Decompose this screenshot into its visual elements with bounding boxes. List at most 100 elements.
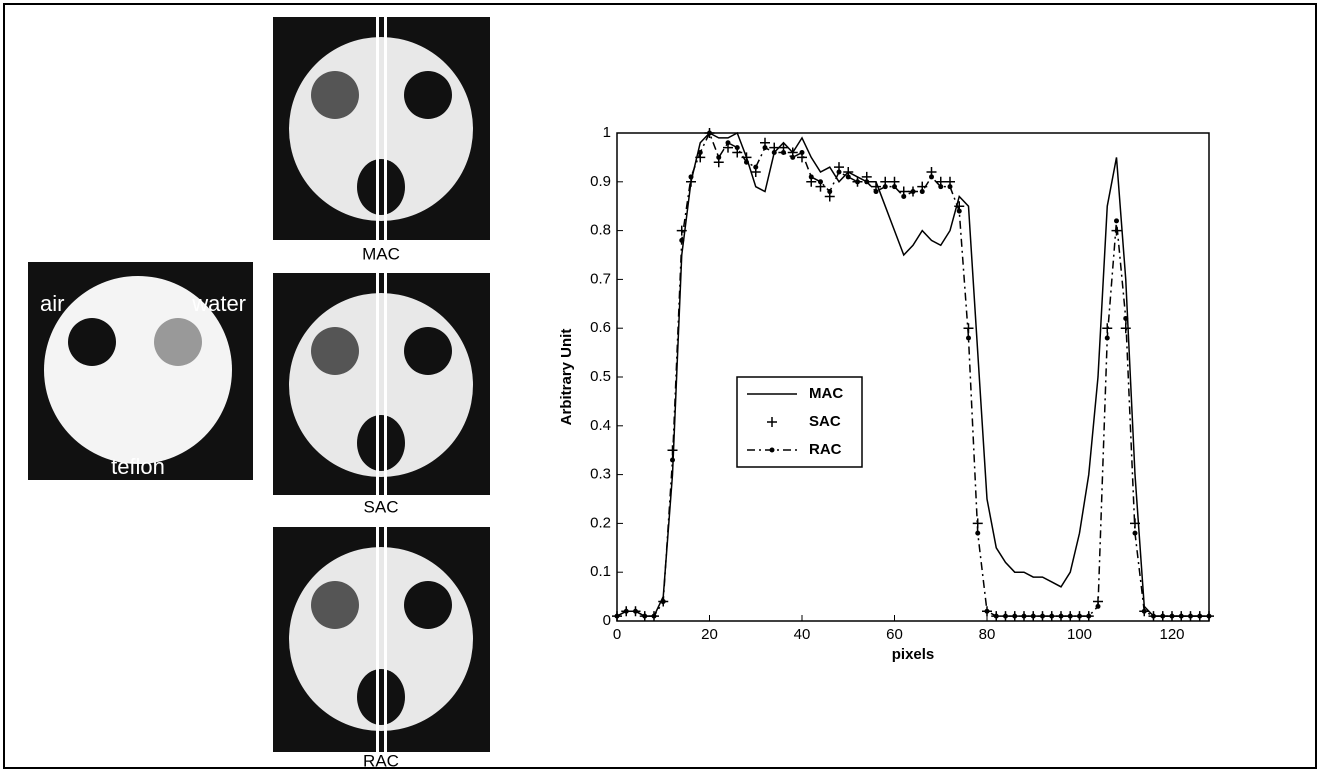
marker-dot xyxy=(845,174,851,180)
marker-dot xyxy=(1188,613,1193,619)
y-tick-label: 0.3 xyxy=(590,466,611,483)
legend-label: SAC xyxy=(809,413,841,430)
marker-dot xyxy=(818,179,823,185)
marker-dot xyxy=(1021,613,1027,619)
y-tick-label: 0.4 xyxy=(590,417,611,434)
marker-dot xyxy=(966,335,971,341)
marker-dot xyxy=(716,154,722,160)
marker-dot xyxy=(956,208,962,214)
marker-dot xyxy=(670,457,675,463)
marker-dot xyxy=(892,184,897,190)
marker-dot xyxy=(873,189,879,195)
marker-plus xyxy=(1102,323,1113,334)
recon-image xyxy=(273,17,490,240)
series-line xyxy=(616,131,1209,617)
marker-dot xyxy=(984,608,990,614)
marker-dot xyxy=(651,613,657,619)
marker-dot xyxy=(790,154,796,160)
legend-label: RAC xyxy=(809,441,842,458)
phantom-label: air xyxy=(40,291,64,316)
marker-dot xyxy=(614,613,620,619)
marker-dot xyxy=(864,179,870,185)
x-tick-label: 120 xyxy=(1159,626,1184,643)
marker-dot xyxy=(744,159,749,165)
marker-dot xyxy=(1058,613,1064,619)
legend-box xyxy=(736,376,863,468)
marker-dot xyxy=(938,184,944,190)
marker-dot xyxy=(633,608,638,614)
marker-dot xyxy=(707,130,712,136)
y-tick-label: 0.2 xyxy=(590,514,611,531)
marker-dot xyxy=(697,150,703,156)
marker-dot xyxy=(1141,608,1147,614)
marker-dot xyxy=(929,174,934,180)
x-tick-label: 40 xyxy=(794,626,811,643)
marker-dot xyxy=(827,189,833,195)
marker-dot xyxy=(993,613,999,619)
marker-dot xyxy=(1040,613,1045,619)
marker-dot xyxy=(660,598,666,604)
x-tick-label: 100 xyxy=(1067,626,1092,643)
x-tick-label: 80 xyxy=(979,626,996,643)
image-caption: MAC xyxy=(362,244,400,263)
phantom-image: air water teflon xyxy=(28,262,253,480)
marker-dot xyxy=(1160,613,1166,619)
marker-dot xyxy=(975,530,981,536)
marker-dot xyxy=(855,179,860,185)
marker-dot xyxy=(769,447,775,453)
marker-plus xyxy=(676,225,687,236)
x-tick-label: 20 xyxy=(701,626,718,643)
marker-dot xyxy=(688,174,694,180)
marker-dot xyxy=(1169,613,1175,619)
marker-dot xyxy=(919,189,925,195)
marker-dot xyxy=(836,169,842,175)
image-caption: RAC xyxy=(363,751,399,770)
marker-dot xyxy=(1067,613,1073,619)
marker-dot xyxy=(771,150,777,156)
marker-dot xyxy=(1030,613,1036,619)
legend-label: MAC xyxy=(809,385,843,402)
y-tick-label: 0.6 xyxy=(590,319,611,336)
y-tick-label: 0.8 xyxy=(590,222,611,239)
y-tick-label: 0.5 xyxy=(590,368,611,385)
image-caption: SAC xyxy=(364,497,399,516)
marker-dot xyxy=(1086,613,1092,619)
marker-dot xyxy=(882,184,888,190)
marker-dot xyxy=(642,613,648,619)
marker-dot xyxy=(799,150,805,156)
marker-dot xyxy=(1123,315,1129,321)
recon-image xyxy=(273,273,490,495)
y-axis-label: Arbitrary Unit xyxy=(558,329,575,426)
marker-dot xyxy=(725,140,731,146)
marker-dot xyxy=(679,237,685,243)
marker-dot xyxy=(781,150,786,156)
marker-dot xyxy=(1206,613,1212,619)
marker-dot xyxy=(1132,530,1138,536)
marker-dot xyxy=(762,145,768,151)
x-tick-label: 60 xyxy=(886,626,903,643)
y-tick-label: 0.1 xyxy=(590,563,611,580)
marker-dot xyxy=(1104,335,1110,341)
marker-dot xyxy=(1012,613,1018,619)
marker-dot xyxy=(1095,603,1101,609)
marker-dot xyxy=(1178,613,1184,619)
marker-dot xyxy=(1197,613,1203,619)
recon-image xyxy=(273,527,490,752)
marker-plus xyxy=(767,417,777,427)
marker-dot xyxy=(910,189,916,195)
y-tick-label: 0.9 xyxy=(590,173,611,190)
marker-dot xyxy=(901,193,907,199)
phantom-label: teflon xyxy=(111,454,165,479)
marker-plus xyxy=(1120,323,1131,334)
marker-dot xyxy=(1049,613,1055,619)
marker-dot xyxy=(1077,613,1082,619)
y-tick-label: 0 xyxy=(603,612,611,629)
marker-dot xyxy=(623,608,629,614)
marker-dot xyxy=(734,145,740,151)
chart: 0 20 40 60 80 100 120 0 0.1 0.2 0.3 0.4 0.5 0.6 0.7 0.8… xyxy=(558,124,1214,663)
y-tick-label: 0.7 xyxy=(590,270,611,287)
phantom-label: water xyxy=(191,291,246,316)
marker-dot xyxy=(808,174,814,180)
x-axis-label: pixels xyxy=(892,646,935,663)
